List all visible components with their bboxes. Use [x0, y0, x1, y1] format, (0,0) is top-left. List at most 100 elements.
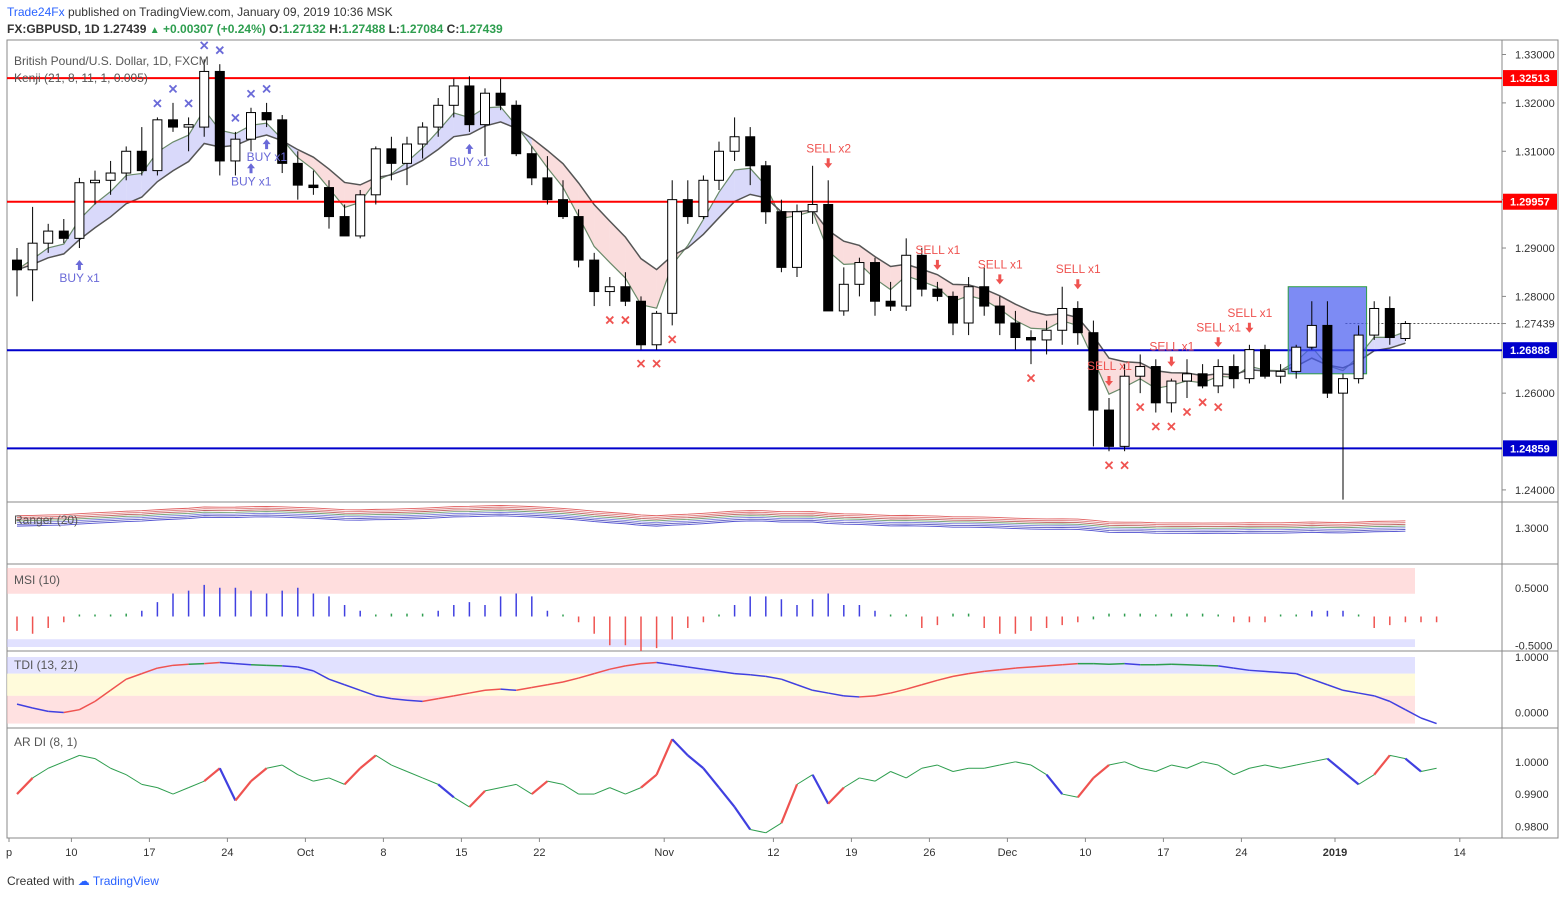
- tdi-line-segment: [1405, 709, 1422, 719]
- candle-bear: [511, 104, 522, 155]
- tdi-line-segment: [1171, 663, 1188, 666]
- tdi-line-segment: [375, 695, 392, 700]
- ardi-line-segment: [1108, 761, 1125, 766]
- tdi-line-segment: [937, 675, 954, 682]
- candle-bear: [636, 300, 646, 346]
- last-price: 1.27439: [103, 22, 147, 36]
- ardi-y-tick: 0.9900: [1515, 789, 1549, 801]
- candle-bull: [1135, 366, 1146, 377]
- buy-signal-label: BUY x1: [231, 174, 272, 188]
- footer: Created with ☁ TradingView: [7, 874, 159, 888]
- ardi-y-tick: 1.0000: [1515, 757, 1549, 769]
- tdi-line-segment: [1108, 662, 1125, 665]
- tdi-line-segment: [905, 684, 923, 690]
- tdi-y-tick: 0.0000: [1515, 707, 1549, 719]
- candle-bull: [1400, 322, 1411, 339]
- tdi-line-segment: [952, 672, 969, 678]
- ardi-line-segment: [1280, 764, 1297, 769]
- tdi-line-segment: [391, 697, 408, 702]
- sell-arrow-icon: [1167, 356, 1176, 367]
- candle-bull: [1166, 380, 1177, 404]
- x-tick-label: 10: [1079, 847, 1091, 859]
- kenji-band: [297, 149, 314, 170]
- level-price-label: 1.32513: [1510, 73, 1550, 85]
- ranger-line: [16, 515, 1406, 534]
- ardi-line-segment: [1389, 754, 1406, 760]
- buy-arrow-icon: [247, 163, 255, 174]
- candle-bear: [885, 300, 896, 307]
- tdi-line-segment: [718, 670, 735, 675]
- x-tick-label: 12: [767, 847, 779, 859]
- kenji-band: [719, 169, 735, 218]
- low-value: 1.27084: [399, 22, 444, 36]
- tradingview-logo-icon: ☁: [77, 874, 90, 888]
- candle-bull: [402, 143, 412, 164]
- ardi-line-segment: [687, 754, 705, 770]
- sell-cross-icon: [1198, 398, 1207, 407]
- candle-bull: [1041, 329, 1052, 341]
- candle-bull: [1338, 378, 1348, 394]
- candle-bull: [355, 194, 366, 237]
- candle-bear: [1088, 332, 1099, 411]
- sell-signal-label: SELL x1: [1056, 262, 1101, 276]
- publisher-name[interactable]: Trade24Fx: [7, 5, 65, 19]
- tdi-line-segment: [1373, 695, 1391, 703]
- ardi-line-segment: [79, 754, 96, 760]
- ardi-line-segment: [1249, 764, 1266, 769]
- ardi-line-segment: [594, 787, 610, 795]
- kenji-band: [438, 112, 454, 150]
- kenji-band: [329, 169, 345, 208]
- ardi-line-segment: [1264, 764, 1281, 769]
- candle-bull: [1213, 366, 1224, 387]
- sell-arrow-icon: [824, 158, 833, 169]
- x-tick-label: 17: [143, 847, 155, 859]
- ardi-line-segment: [437, 783, 455, 799]
- tdi-line-segment: [500, 688, 517, 692]
- kenji-band: [547, 150, 563, 188]
- buy-arrow-icon: [262, 139, 271, 150]
- candle-bear: [214, 70, 225, 162]
- msi-y-tick: -0.5000: [1515, 640, 1552, 652]
- candle-bear: [386, 148, 397, 164]
- sell-arrow-icon: [933, 259, 942, 270]
- candle-bear: [58, 230, 69, 239]
- x-tick-label: Dec: [998, 847, 1018, 859]
- tdi-line-segment: [640, 661, 657, 665]
- ardi-line-segment: [952, 767, 969, 772]
- y-tick-label: 1.28000: [1515, 291, 1555, 303]
- y-tick-label: 1.27439: [1515, 319, 1555, 331]
- sell-arrow-icon: [995, 274, 1004, 285]
- candle-bull: [121, 150, 132, 174]
- x-tick-label: 26: [923, 847, 935, 859]
- tradingview-link[interactable]: TradingView: [92, 874, 159, 888]
- tdi-label: TDI (13, 21): [14, 658, 78, 672]
- ardi-line-segment: [1373, 754, 1391, 776]
- tdi-line-segment: [32, 707, 49, 713]
- ardi-line-segment: [188, 780, 205, 789]
- buy-signal-label: BUY x1: [59, 271, 100, 285]
- sell-signal-label: SELL x1: [1087, 359, 1132, 373]
- candle-bear: [620, 286, 631, 302]
- ardi-line-segment: [500, 783, 517, 789]
- candle-bull: [698, 179, 709, 218]
- ardi-line-segment: [234, 780, 252, 802]
- ardi-line-segment: [1155, 764, 1172, 772]
- sell-arrow-icon: [1105, 375, 1113, 386]
- tdi-line-segment: [110, 678, 127, 691]
- ranger-label: Ranger (20): [14, 513, 78, 527]
- y-tick-label: 1.32000: [1515, 98, 1555, 110]
- tdi-line-segment: [578, 672, 595, 679]
- ardi-line-segment: [1420, 767, 1437, 772]
- ardi-y-tick: 0.9800: [1515, 821, 1549, 833]
- candle-bear: [526, 153, 537, 179]
- ardi-line-segment: [157, 787, 174, 795]
- high-value: 1.27488: [341, 22, 386, 36]
- ardi-line-segment: [1030, 764, 1047, 776]
- kenji-band: [578, 182, 595, 247]
- ardi-line-segment: [1171, 764, 1188, 769]
- candle-bull: [714, 150, 724, 181]
- candle-bear: [292, 162, 303, 186]
- x-tick-label: Nov: [654, 847, 674, 859]
- ranger-line: [16, 505, 1406, 524]
